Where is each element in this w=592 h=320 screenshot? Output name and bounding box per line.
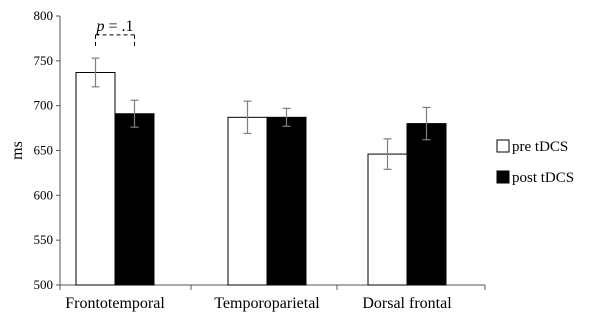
bars — [75, 71, 447, 286]
significance-annotation: p = .1 — [95, 18, 135, 48]
legend-label: post tDCS — [512, 170, 574, 186]
error-bars — [91, 57, 431, 170]
p-value-label: p = .1 — [95, 18, 133, 35]
x-category-label: Temporoparietal — [214, 295, 320, 312]
y-tick-label: 500 — [34, 277, 54, 292]
y-tick-label: 650 — [34, 143, 54, 158]
y-tick-label: 800 — [34, 8, 54, 23]
legend-label: pre tDCS — [512, 139, 568, 155]
y-tick-label: 600 — [34, 187, 54, 202]
y-tick-label: 700 — [34, 98, 54, 113]
x-category-label: Dorsal frontal — [362, 295, 452, 312]
y-tick-label: 550 — [34, 232, 54, 247]
bar-pre-tdcs — [227, 116, 268, 286]
bar-post-tdcs — [406, 123, 447, 286]
p-value-number: = .1 — [104, 18, 133, 35]
y-axis-title: ms — [9, 141, 26, 160]
y-tick-label: 750 — [34, 53, 54, 68]
bar-post-tdcs — [114, 113, 155, 286]
bar-post-tdcs — [266, 116, 307, 286]
legend-swatch — [496, 170, 510, 184]
legend: pre tDCS post tDCS — [496, 139, 574, 186]
p-value-symbol: p — [95, 18, 104, 35]
legend-swatch — [496, 139, 510, 153]
bar-pre-tdcs — [367, 153, 408, 286]
axes: 500 550 600 650 700 750 800 ms Frontotemporal Tem… — [9, 8, 486, 312]
bar-pre-tdcs — [75, 71, 116, 286]
x-category-label: Frontotemporal — [65, 295, 165, 312]
